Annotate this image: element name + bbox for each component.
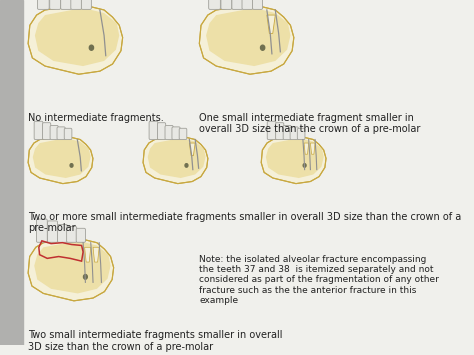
Polygon shape [206, 8, 291, 66]
Polygon shape [85, 247, 91, 262]
Text: Two or more small intermediate fragments smaller in overall 3D size than the cro: Two or more small intermediate fragments… [28, 212, 461, 234]
Polygon shape [34, 241, 110, 294]
Polygon shape [267, 15, 275, 33]
FancyBboxPatch shape [209, 0, 220, 9]
Circle shape [89, 45, 93, 50]
FancyBboxPatch shape [37, 0, 49, 9]
FancyBboxPatch shape [47, 221, 57, 242]
FancyBboxPatch shape [253, 0, 263, 9]
Text: Two small intermediate fragments smaller in overall
3D size than the crown of a : Two small intermediate fragments smaller… [28, 331, 283, 352]
FancyBboxPatch shape [43, 123, 51, 140]
Polygon shape [304, 143, 309, 154]
Polygon shape [310, 143, 315, 154]
FancyBboxPatch shape [267, 121, 276, 140]
Circle shape [261, 45, 265, 50]
Polygon shape [266, 138, 324, 178]
FancyBboxPatch shape [157, 123, 166, 140]
Circle shape [185, 164, 188, 167]
FancyBboxPatch shape [283, 125, 292, 140]
FancyBboxPatch shape [57, 127, 65, 140]
Polygon shape [200, 5, 294, 74]
FancyBboxPatch shape [149, 121, 158, 140]
Circle shape [70, 164, 73, 167]
Polygon shape [28, 136, 93, 184]
Polygon shape [148, 138, 206, 178]
FancyBboxPatch shape [34, 121, 43, 140]
FancyBboxPatch shape [61, 0, 72, 9]
FancyBboxPatch shape [179, 128, 187, 140]
Polygon shape [93, 247, 99, 262]
Bar [0, 0, 22, 345]
FancyBboxPatch shape [232, 0, 243, 9]
FancyBboxPatch shape [36, 219, 47, 242]
Text: One small intermediate fragment smaller in
overall 3D size than the crown of a p: One small intermediate fragment smaller … [200, 113, 421, 134]
Polygon shape [28, 238, 114, 301]
FancyBboxPatch shape [165, 125, 173, 140]
Text: Note: the isolated alveolar fracture encompassing
the teeth 37 and 38  is itemiz: Note: the isolated alveolar fracture enc… [200, 255, 439, 305]
FancyBboxPatch shape [57, 225, 67, 242]
Circle shape [303, 164, 306, 167]
Polygon shape [189, 143, 195, 155]
FancyBboxPatch shape [290, 127, 298, 140]
Polygon shape [28, 5, 123, 74]
FancyBboxPatch shape [172, 127, 180, 140]
FancyBboxPatch shape [67, 226, 77, 242]
Polygon shape [143, 136, 208, 184]
FancyBboxPatch shape [221, 0, 232, 9]
FancyBboxPatch shape [242, 0, 253, 9]
Polygon shape [33, 138, 91, 178]
FancyBboxPatch shape [50, 0, 61, 9]
Circle shape [83, 274, 87, 279]
FancyBboxPatch shape [50, 125, 58, 140]
Text: No intermediate fragments.: No intermediate fragments. [28, 113, 164, 123]
Polygon shape [261, 136, 326, 184]
FancyBboxPatch shape [82, 0, 91, 9]
Polygon shape [35, 8, 119, 66]
FancyBboxPatch shape [276, 123, 284, 140]
FancyBboxPatch shape [71, 0, 82, 9]
FancyBboxPatch shape [64, 128, 72, 140]
FancyBboxPatch shape [76, 228, 85, 242]
FancyBboxPatch shape [297, 128, 305, 140]
